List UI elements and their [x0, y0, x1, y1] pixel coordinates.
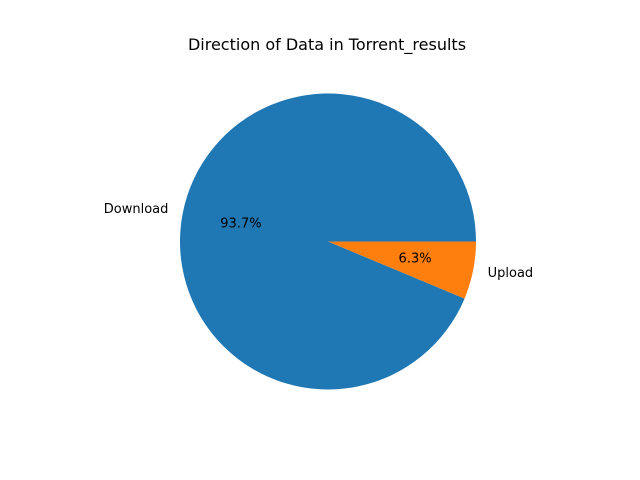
slice-percent-upload: 6.3%: [399, 251, 432, 266]
pie-slice-upload: [328, 241, 476, 299]
slice-label-upload: Upload: [488, 266, 534, 281]
pie-slices: [180, 93, 477, 390]
pie-labels: Download 93.7% Upload 6.3%: [104, 202, 533, 281]
slice-label-download: Download: [104, 202, 169, 217]
slice-percent-download: 93.7%: [220, 217, 261, 232]
chart-title: Direction of Data in Torrent_results: [188, 35, 466, 55]
